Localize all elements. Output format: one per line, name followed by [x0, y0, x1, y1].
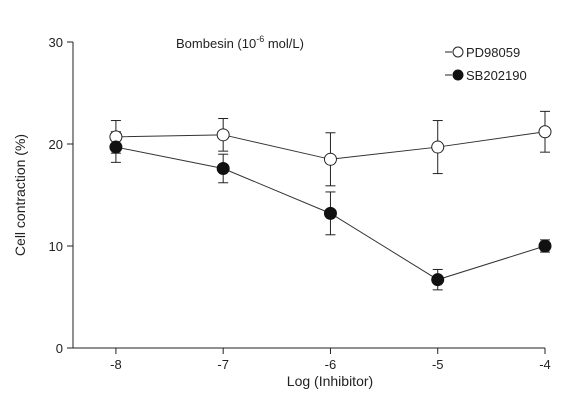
data-point-sb202190: [216, 161, 230, 175]
data-point-sb202190: [323, 206, 337, 220]
x-axis-label: Log (Inhibitor): [287, 373, 373, 389]
x-tick-label: -4: [539, 357, 551, 372]
data-point-sb202190: [109, 140, 123, 154]
chart-title: Bombesin (10-6 mol/L): [176, 34, 304, 51]
x-tick-label: -8: [110, 357, 122, 372]
data-point-sb202190: [538, 239, 552, 253]
y-tick-label: 20: [49, 137, 63, 152]
legend-label-sb202190: SB202190: [466, 68, 527, 83]
legend-label-pd98059: PD98059: [466, 45, 520, 60]
chart-title-tail: mol/L): [264, 36, 304, 51]
y-tick-label: 10: [49, 239, 63, 254]
data-point-pd98059: [538, 125, 552, 139]
legend-marker-pd98059: [452, 46, 464, 58]
legend: PD98059 SB202190: [445, 45, 527, 83]
chart-title-main: Bombesin (10: [176, 36, 256, 51]
markers: [109, 125, 552, 287]
data-point-pd98059: [216, 128, 230, 142]
y-axis-label: Cell contraction (%): [12, 134, 28, 256]
legend-marker-sb202190: [452, 69, 464, 81]
axes: [72, 42, 545, 349]
y-tick-label: 30: [49, 35, 63, 50]
data-point-sb202190: [431, 273, 445, 287]
y-tick-label: 0: [56, 341, 63, 356]
chart-title-superscript: -6: [256, 34, 264, 44]
ticks: 0 10 20 30 -8 -7 -6 -5 -4: [49, 35, 551, 372]
error-bars: [110, 110, 550, 291]
data-point-pd98059: [323, 152, 337, 166]
x-tick-label: -5: [432, 357, 444, 372]
x-tick-label: -6: [325, 357, 337, 372]
data-point-pd98059: [431, 140, 445, 154]
x-tick-label: -7: [217, 357, 229, 372]
